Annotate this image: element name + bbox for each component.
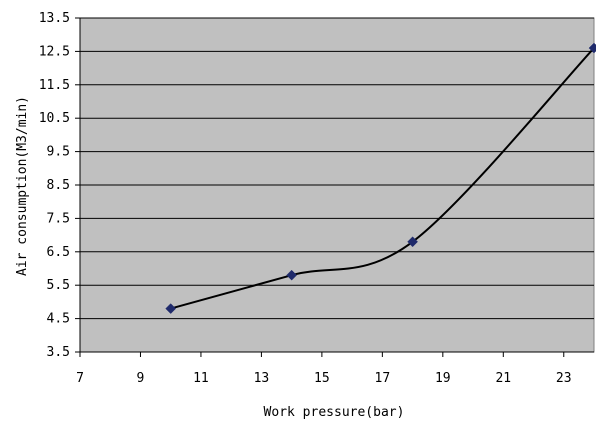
x-tick-label: 9: [137, 371, 145, 386]
x-tick-label: 15: [314, 371, 330, 386]
x-tick-label: 13: [254, 371, 270, 386]
x-tick-label: 7: [76, 371, 84, 386]
y-tick-label: 6.5: [47, 245, 70, 260]
series: [165, 42, 596, 314]
x-axis: 7 9 11 13 15 17 19 21 23: [76, 351, 594, 386]
y-axis: 3.5 4.5 5.5 6.5 7.5 8.5 9.5 10.5 11.5 12.5 13.5: [39, 11, 81, 360]
y-tick-label: 5.5: [47, 278, 70, 293]
series-line: [170, 47, 595, 310]
x-tick-label: 23: [556, 371, 572, 386]
y-axis-title: Air consumption(M3/min): [15, 96, 30, 276]
y-tick-label: 3.5: [47, 345, 70, 360]
y-tick-label: 8.5: [47, 178, 70, 193]
x-axis-title: Work pressure(bar): [264, 405, 405, 420]
y-tick-label: 9.5: [47, 145, 70, 160]
x-tick-label: 19: [435, 371, 451, 386]
x-tick-label: 21: [495, 371, 511, 386]
y-tick-label: 4.5: [47, 312, 70, 327]
data-point: [588, 42, 596, 54]
y-tick-label: 7.5: [47, 211, 70, 226]
y-tick-label: 13.5: [39, 11, 70, 26]
y-tick-label: 12.5: [39, 44, 70, 59]
y-tick-label: 10.5: [39, 111, 70, 126]
x-tick-label: 17: [375, 371, 391, 386]
data-point: [286, 269, 298, 281]
data-point: [165, 303, 177, 314]
data-point: [407, 236, 418, 248]
y-tick-label: 11.5: [39, 78, 70, 93]
x-tick-label: 11: [193, 371, 209, 386]
